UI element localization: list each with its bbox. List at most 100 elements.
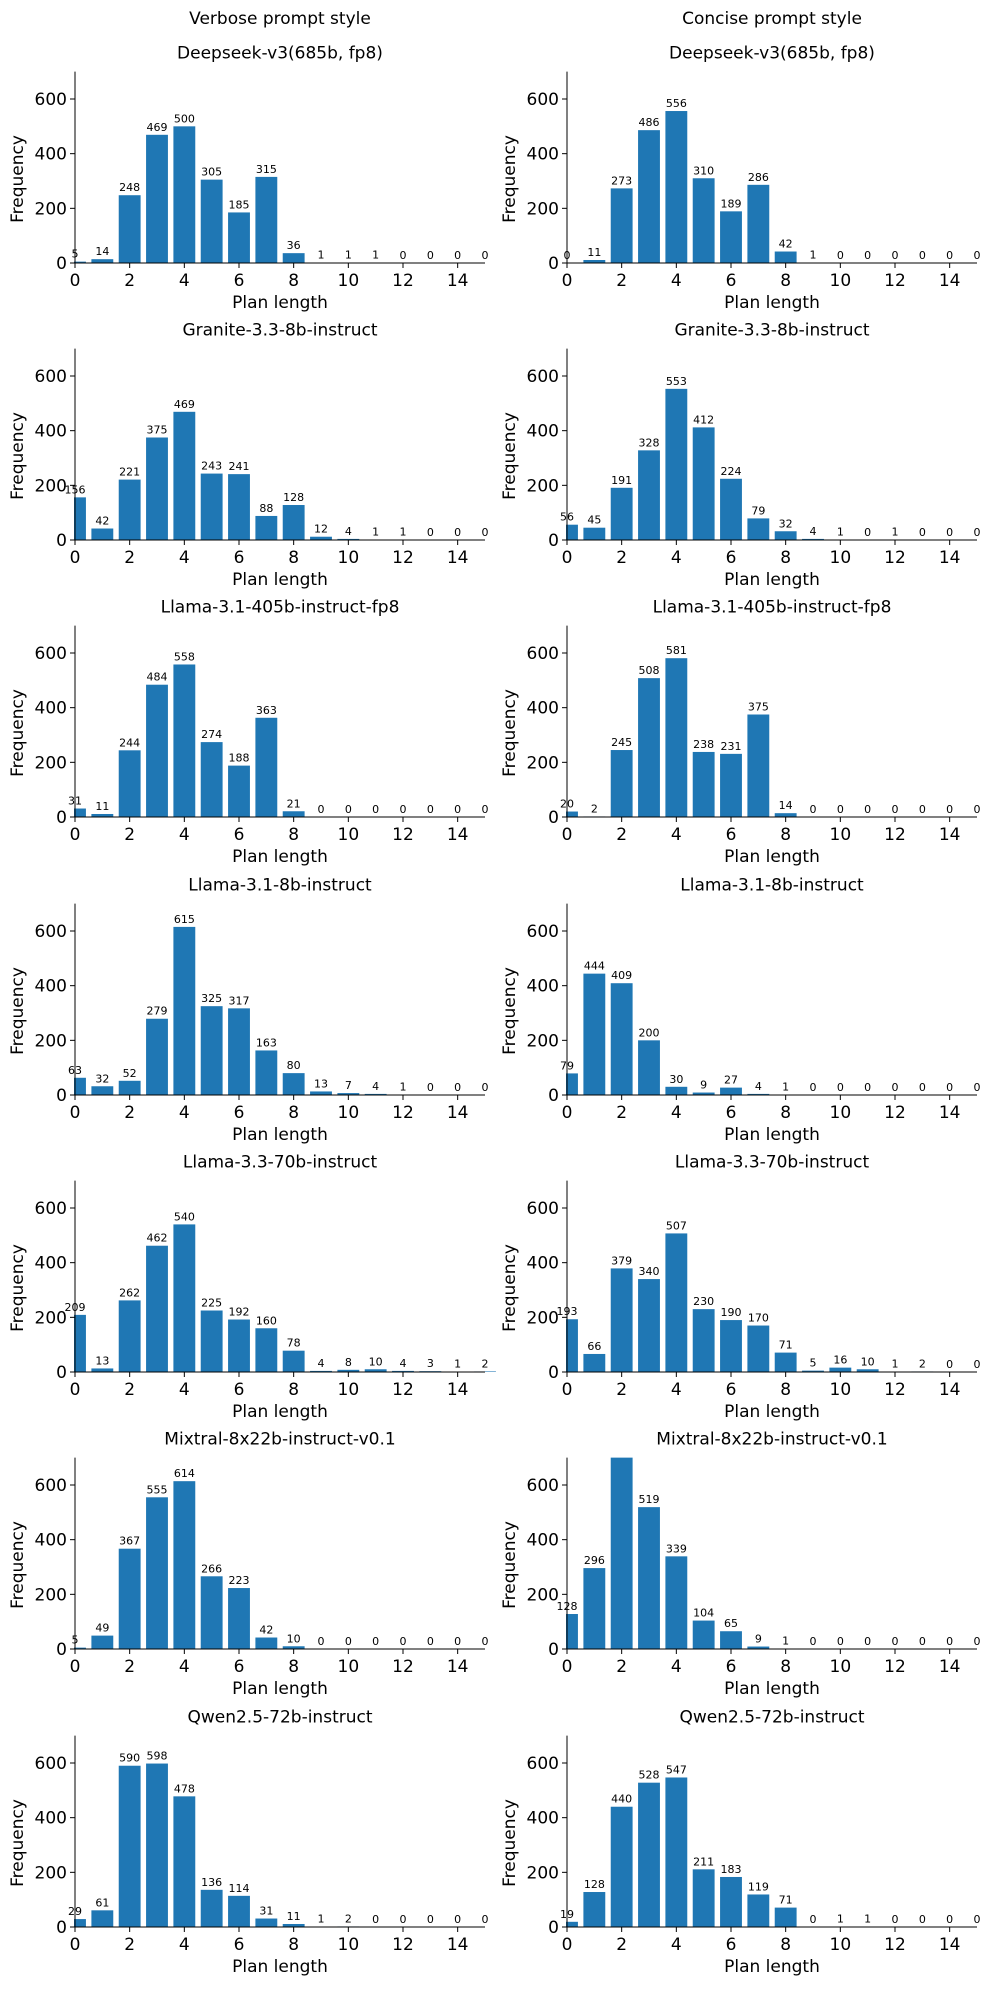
bars-group	[74, 126, 387, 263]
bar	[173, 926, 196, 1095]
panel-title: Qwen2.5-72b-instruct	[187, 1708, 372, 1728]
data-label: 0	[427, 249, 434, 262]
bar	[282, 1350, 305, 1372]
y-tick-label: 400	[35, 1254, 67, 1274]
data-label: 0	[946, 249, 953, 262]
data-label: 188	[229, 752, 250, 765]
data-label: 65	[724, 1617, 738, 1630]
x-tick-label: 4	[671, 1657, 682, 1677]
data-label: 11	[287, 1910, 301, 1923]
x-tick-label: 0	[70, 1657, 81, 1677]
data-label: 42	[259, 1624, 273, 1637]
x-tick-label: 6	[726, 1380, 737, 1400]
bar	[583, 1353, 606, 1372]
data-label: 244	[119, 736, 140, 749]
data-label: 0	[946, 1081, 953, 1094]
bar	[802, 1370, 824, 1372]
data-label: 31	[259, 1905, 273, 1918]
y-tick-label: 400	[527, 422, 559, 442]
y-tick-label: 200	[35, 1863, 67, 1883]
data-label: 0	[400, 1913, 407, 1926]
x-tick-label: 12	[392, 1657, 414, 1677]
bar	[720, 211, 742, 263]
data-label: 13	[95, 1354, 109, 1367]
bar	[200, 742, 223, 817]
bar	[665, 1777, 688, 1927]
bar	[255, 176, 278, 263]
data-label: 615	[174, 913, 195, 926]
data-label: 0	[919, 526, 926, 539]
data-label: 507	[666, 1219, 687, 1232]
data-label: 315	[256, 163, 277, 176]
data-label: 10	[861, 1355, 875, 1368]
data-label: 128	[283, 491, 304, 504]
x-tick-label: 14	[939, 271, 961, 291]
x-tick-label: 0	[562, 1380, 573, 1400]
x-tick-label: 0	[562, 1103, 573, 1123]
data-label: 32	[95, 1072, 109, 1085]
bar	[665, 1556, 688, 1649]
data-label: 12	[314, 523, 328, 536]
x-tick-label: 10	[830, 1935, 852, 1955]
data-label: 0	[974, 1913, 981, 1926]
data-label: 0	[974, 1081, 981, 1094]
data-label: 0	[810, 1913, 817, 1926]
data-label: 0	[454, 1635, 461, 1648]
data-label: 4	[372, 1080, 379, 1093]
x-tick-label: 2	[124, 1380, 135, 1400]
y-tick-label: 200	[35, 1585, 67, 1605]
y-tick-label: 0	[56, 1363, 67, 1383]
y-tick-label: 600	[35, 1754, 67, 1774]
data-label: 78	[287, 1337, 301, 1350]
data-label: 310	[693, 164, 714, 177]
y-tick-label: 400	[527, 1531, 559, 1551]
data-label: 4	[345, 525, 352, 538]
data-label: 0	[946, 1635, 953, 1648]
x-axis-label: Plan length	[232, 1679, 328, 1699]
data-label: 230	[693, 1295, 714, 1308]
data-label: 274	[201, 728, 222, 741]
x-tick-label: 2	[124, 1103, 135, 1123]
bar	[228, 212, 250, 263]
data-label: 508	[639, 664, 660, 677]
bar	[774, 531, 797, 540]
x-axis-label: Plan length	[232, 847, 328, 867]
panel-title: Llama-3.3-70b-instruct	[675, 1153, 870, 1173]
bars-group	[583, 111, 824, 263]
data-label: 0	[400, 1635, 407, 1648]
data-label: 7	[345, 1079, 352, 1092]
bar	[146, 1763, 168, 1927]
data-label: 200	[639, 1026, 660, 1039]
y-tick-label: 0	[548, 531, 559, 551]
data-label: 8	[345, 1356, 352, 1369]
data-label: 486	[639, 116, 660, 129]
bar	[566, 1319, 578, 1372]
x-tick-label: 6	[234, 1103, 245, 1123]
data-label: 30	[669, 1073, 683, 1086]
panel-title: Llama-3.1-405b-instruct-fp8	[161, 598, 400, 618]
y-tick-label: 200	[527, 753, 559, 773]
data-label: 0	[454, 526, 461, 539]
panel-title: Llama-3.3-70b-instruct	[183, 1153, 378, 1173]
x-tick-label: 2	[124, 1657, 135, 1677]
x-tick-label: 12	[884, 548, 906, 568]
bar	[282, 505, 305, 540]
y-axis-label: Frequency	[8, 412, 28, 500]
data-label: 0	[892, 1635, 899, 1648]
x-tick-label: 10	[830, 825, 852, 845]
data-label: 0	[810, 1081, 817, 1094]
data-label: 0	[946, 1913, 953, 1926]
data-label: 1	[454, 1358, 461, 1371]
data-label: 266	[201, 1562, 222, 1575]
y-tick-label: 400	[527, 145, 559, 165]
bar	[638, 1279, 660, 1372]
data-label: 0	[892, 1081, 899, 1094]
data-label: 0	[892, 803, 899, 816]
data-label: 36	[287, 239, 301, 252]
y-tick-label: 0	[56, 531, 67, 551]
bar	[228, 1895, 250, 1927]
data-label: 317	[229, 994, 250, 1007]
data-label: 581	[666, 644, 687, 657]
data-label: 2	[482, 1357, 489, 1370]
